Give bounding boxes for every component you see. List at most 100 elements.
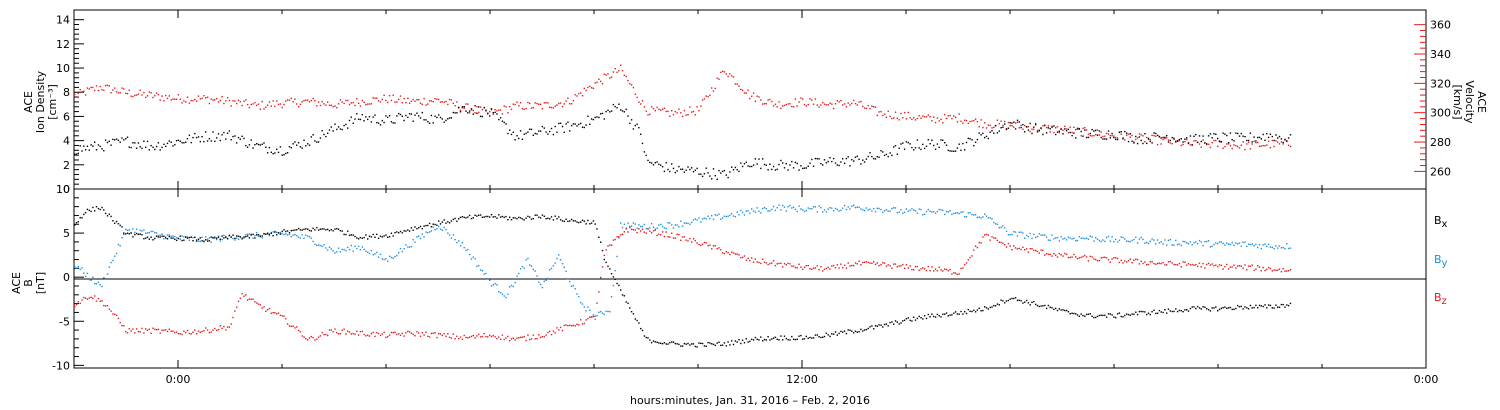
by-point	[1102, 239, 1104, 241]
bz-point	[279, 314, 282, 316]
density-point	[1042, 133, 1044, 136]
density-point	[561, 125, 564, 128]
bz-point	[1098, 259, 1101, 262]
density-point	[731, 166, 733, 168]
bx-point	[694, 345, 696, 348]
bx-point	[845, 332, 848, 335]
bz-point	[1264, 269, 1266, 272]
by-point	[798, 205, 800, 207]
by-point	[689, 223, 691, 225]
bz-point	[865, 261, 868, 263]
velocity-point	[663, 107, 666, 109]
density-point	[438, 114, 440, 116]
density-point	[1076, 128, 1079, 130]
by-point	[361, 246, 363, 248]
bx-point	[368, 235, 371, 237]
velocity-point	[1155, 135, 1157, 137]
velocity-point	[751, 95, 753, 97]
bottom-left-title-line2: B	[22, 279, 35, 287]
by-point	[851, 205, 853, 207]
density-point	[385, 115, 387, 117]
velocity-point	[545, 102, 547, 104]
bz-point	[1242, 267, 1244, 269]
velocity-point	[720, 71, 722, 74]
density-point	[99, 145, 101, 148]
velocity-point	[938, 120, 940, 122]
by-point	[1024, 237, 1026, 239]
velocity-point	[456, 101, 458, 103]
velocity-point	[135, 94, 138, 96]
by-point	[172, 235, 174, 237]
density-point	[787, 169, 789, 171]
velocity-point	[678, 108, 680, 110]
velocity-point	[913, 117, 915, 119]
density-point	[650, 162, 653, 164]
bz-point	[192, 331, 194, 333]
bz-point	[425, 331, 427, 333]
by-point	[479, 269, 482, 271]
density-point	[177, 139, 180, 141]
bx-point	[1024, 301, 1026, 303]
velocity-point	[891, 117, 893, 120]
bx-point	[186, 237, 189, 239]
bz-point	[569, 324, 571, 326]
by-point	[951, 213, 953, 216]
bx-point	[614, 278, 616, 280]
velocity-point	[1102, 135, 1104, 138]
density-point	[416, 112, 418, 114]
by-point	[403, 248, 405, 250]
by-point	[219, 240, 221, 242]
density-point	[958, 143, 960, 145]
bz-point	[354, 333, 356, 335]
velocity-point	[774, 103, 777, 105]
by-point	[490, 285, 493, 287]
by-point	[936, 210, 939, 213]
top-right-title-line1: ACE	[1475, 91, 1488, 113]
bx-point	[166, 238, 169, 240]
bx-point	[731, 340, 733, 342]
density-point	[916, 139, 919, 141]
by-point	[257, 235, 260, 238]
by-point	[776, 207, 778, 209]
bx-point	[398, 232, 400, 234]
density-point	[119, 141, 121, 143]
bz-point	[820, 266, 822, 268]
bz-point	[459, 336, 462, 338]
bz-point	[1235, 267, 1237, 269]
bz-point	[203, 330, 205, 332]
bz-point	[388, 334, 391, 336]
by-point	[75, 267, 78, 269]
density-point	[1102, 138, 1104, 140]
density-point	[361, 114, 363, 116]
by-point	[152, 230, 154, 233]
by-point	[1231, 241, 1233, 244]
density-point	[782, 162, 784, 164]
by-point	[600, 310, 602, 313]
by-point	[1064, 237, 1066, 240]
velocity-point	[787, 103, 789, 105]
density-point	[623, 111, 625, 113]
velocity-point	[812, 103, 815, 105]
bz-point	[1005, 246, 1008, 248]
by-point	[1095, 237, 1097, 239]
density-point	[458, 106, 460, 109]
bz-point	[1224, 266, 1226, 268]
bz-point	[1111, 258, 1113, 260]
velocity-point	[958, 113, 960, 115]
density-point	[938, 146, 940, 148]
density-point	[1240, 132, 1242, 135]
bx-point	[1051, 307, 1053, 309]
bx-point	[408, 230, 411, 232]
density-point	[325, 135, 327, 138]
bz-point	[139, 331, 141, 333]
by-point	[802, 209, 804, 211]
density-point	[945, 144, 948, 146]
density-point	[383, 121, 385, 124]
density-point	[612, 103, 615, 106]
velocity-point	[1062, 129, 1064, 131]
density-point	[268, 146, 271, 149]
velocity-point	[519, 102, 522, 104]
bz-point	[467, 337, 469, 339]
by-point	[856, 206, 858, 208]
by-point	[101, 285, 103, 288]
